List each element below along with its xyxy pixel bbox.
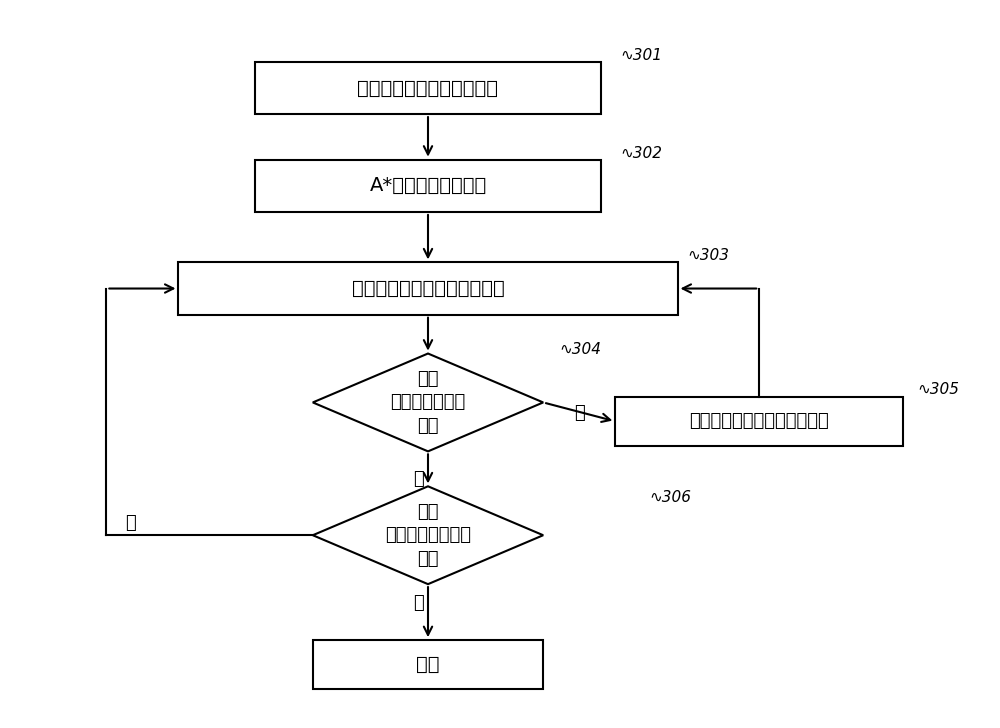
Text: 采用滑动窗口法规划局部路径: 采用滑动窗口法规划局部路径 bbox=[689, 412, 829, 430]
Polygon shape bbox=[313, 486, 543, 584]
Text: ∿302: ∿302 bbox=[620, 146, 662, 162]
FancyBboxPatch shape bbox=[615, 397, 903, 446]
Text: ∿304: ∿304 bbox=[560, 342, 602, 357]
Text: A*算法规划全局路径: A*算法规划全局路径 bbox=[369, 176, 487, 195]
Polygon shape bbox=[313, 354, 543, 451]
Text: ∿306: ∿306 bbox=[650, 490, 692, 505]
FancyBboxPatch shape bbox=[255, 159, 601, 212]
Text: 否: 否 bbox=[125, 515, 136, 532]
Text: ∿305: ∿305 bbox=[918, 382, 960, 397]
Text: 判断
是否达到全局目标
节点: 判断 是否达到全局目标 节点 bbox=[385, 502, 471, 568]
Text: 是: 是 bbox=[413, 594, 424, 612]
Text: ∿301: ∿301 bbox=[620, 49, 662, 63]
FancyBboxPatch shape bbox=[313, 640, 543, 689]
Text: 相邻节点设为局部目标并移动: 相邻节点设为局部目标并移动 bbox=[352, 279, 504, 298]
Text: 对全局二维栅格地图初始化: 对全局二维栅格地图初始化 bbox=[358, 79, 498, 98]
Text: 传感
器感知是否有障
碍物: 传感 器感知是否有障 碍物 bbox=[390, 370, 466, 435]
Text: ∿303: ∿303 bbox=[687, 248, 729, 263]
Text: 是: 是 bbox=[574, 404, 585, 422]
Text: 结束: 结束 bbox=[416, 655, 440, 674]
Text: 否: 否 bbox=[413, 470, 424, 488]
FancyBboxPatch shape bbox=[255, 62, 601, 114]
FancyBboxPatch shape bbox=[178, 262, 678, 314]
